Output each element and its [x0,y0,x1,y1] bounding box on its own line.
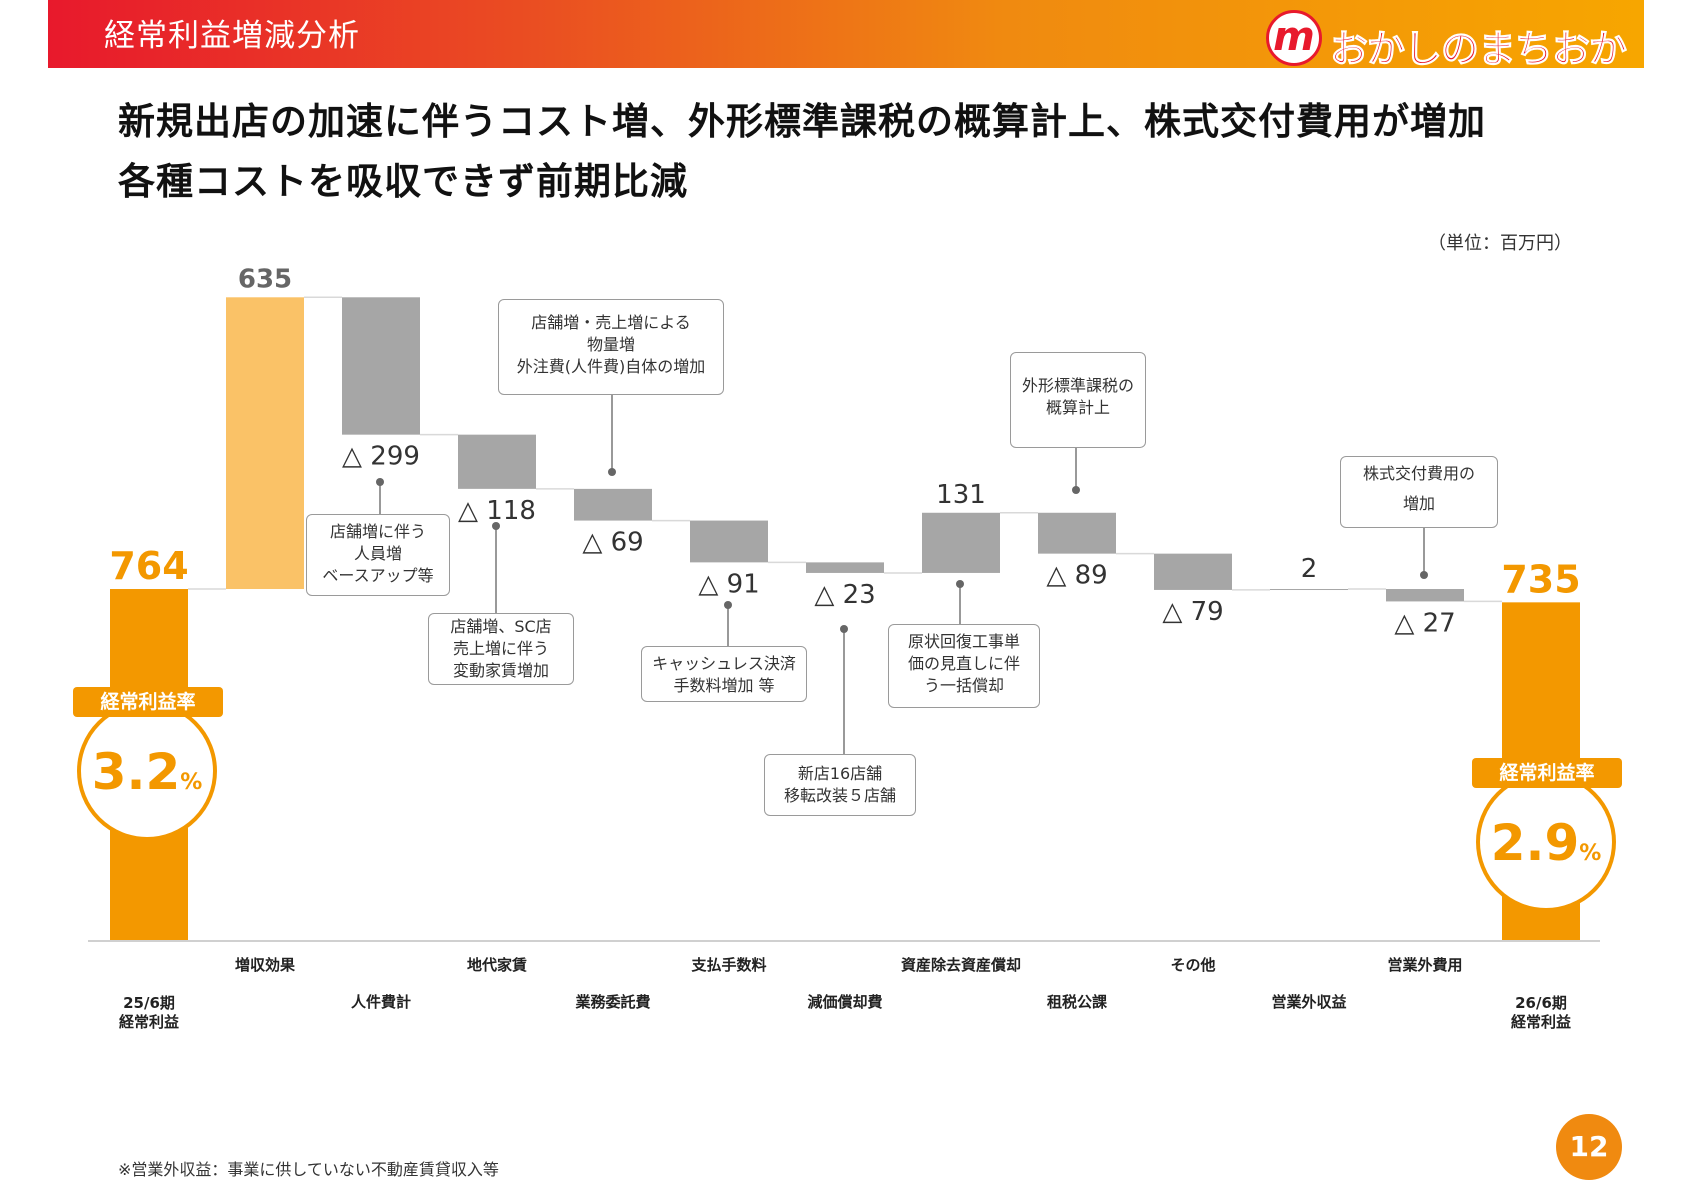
value-label-1: 635 [238,264,292,294]
ratio-current-value: 2.9 [1490,814,1580,872]
ratio-current-unit: % [1579,841,1602,866]
ratio-current-label: 経常利益率 [1472,758,1622,788]
waterfall-chart: 764 635 △ 299 △ 118 △ 69 △ 91 △ 23 131 △ 89 △ 79 2… [88,264,1600,1031]
ratio-current: 経常利益率 2.9% [1472,758,1622,912]
bar-10 [1270,589,1348,591]
category-label-12: 26/6期経常利益 [1511,994,1571,1031]
callout-rent: 店舗増、SC店 売上増に伴う 変動家賃増加 [428,613,574,685]
leader-dot-5 [724,601,732,609]
category-label-0: 25/6期経常利益 [119,994,179,1031]
ratio-prior-value: 3.2 [91,743,181,801]
value-label-5: △ 91 [698,569,759,599]
category-label-2: 人件費計 [351,993,411,1011]
bar-2 [342,297,420,435]
bar-11 [1386,589,1464,602]
value-label-10: 2 [1301,554,1318,584]
bar-7 [922,512,1000,573]
callout-fees: キャッシュレス決済 手数料増加 等 [641,646,807,702]
leader-dot-6 [840,625,848,633]
leader-dot-2 [376,478,384,486]
value-label-6: △ 23 [814,580,875,610]
category-label-7: 資産除去資産償却 [901,956,1021,974]
leader-dot-11 [1420,571,1428,579]
callout-tax: 外形標準課税の 概算計上 [1010,352,1146,448]
bar-4 [574,488,652,521]
category-label-6: 減価償却費 [807,993,882,1011]
value-label-7: 131 [936,480,986,510]
value-label-3: △ 118 [458,496,536,526]
section-title: 経常利益増減分析 [104,18,360,54]
bar-8 [1038,512,1116,554]
leader-dot-7 [956,580,964,588]
bar-3 [458,434,536,489]
category-label-9: その他 [1170,956,1215,974]
ratio-prior: 経常利益率 3.2% [73,687,223,841]
ratio-current-circle: 2.9% [1476,772,1616,912]
ratio-prior-label: 経常利益率 [73,687,223,717]
value-label-12: 735 [1501,557,1580,601]
leader-dot-4 [608,468,616,476]
category-label-10: 営業外収益 [1271,993,1346,1011]
headline-line-1: 新規出店の加速に伴うコスト増、外形標準課税の概算計上、株式交付費用が増加 [118,100,1486,143]
category-label-11: 営業外費用 [1387,956,1462,974]
callout-share-issuance: 株式交付費用の 増加 [1340,456,1498,528]
bar-6 [806,562,884,573]
category-label-8: 租税公課 [1047,993,1108,1011]
bar-1 [226,297,304,590]
value-label-0: 764 [109,544,188,588]
category-label-4: 業務委託費 [574,993,650,1011]
bar-5 [690,520,768,563]
value-label-9: △ 79 [1162,597,1223,627]
company-logo: m おかしのまちおか [1252,8,1632,72]
headline-line-2: 各種コストを吸収できず前期比減 [118,160,688,203]
logo-text: おかしのまちおか [1329,27,1627,72]
ratio-prior-circle: 3.2% [77,701,217,841]
callout-aro: 原状回復工事単 価の見直しに伴 う一括償却 [888,624,1040,708]
logo-mark-icon: m [1266,10,1322,66]
value-label-8: △ 89 [1046,561,1107,591]
footnote: ※営業外収益：事業に供していない不動産賃貸収入等 [118,1160,499,1179]
category-label-3: 地代家賃 [467,956,527,974]
ratio-prior-unit: % [180,770,203,795]
headline: 新規出店の加速に伴うコスト増、外形標準課税の概算計上、株式交付費用が増加 各種コ… [118,92,1486,212]
leader-dot-8 [1072,486,1080,494]
header-bar: 経常利益増減分析 [48,0,1644,68]
callout-depreciation: 新店16店舗 移転改装５店舗 [764,754,916,816]
unit-note: （単位：百万円） [1428,233,1572,254]
page-number: 12 [1556,1114,1622,1180]
category-label-1: 増収効果 [235,956,296,974]
bar-9 [1154,553,1232,590]
callout-personnel: 店舗増に伴う 人員増 ベースアップ等 [306,514,450,596]
category-label-5: 支払手数料 [690,956,766,974]
value-label-2: △ 299 [342,442,420,472]
value-label-11: △ 27 [1394,608,1455,638]
callout-outsourcing: 店舗増・売上増による 物量増 外注費(人件費)自体の増加 [498,299,724,395]
leader-dot-3 [492,522,500,530]
value-label-4: △ 69 [582,528,643,558]
